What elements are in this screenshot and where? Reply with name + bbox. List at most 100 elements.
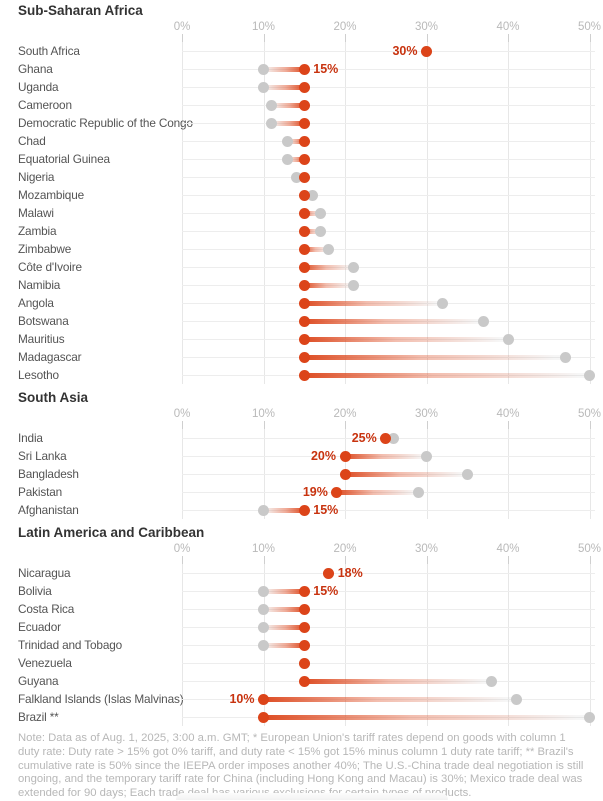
axis-tick-mark <box>508 421 509 429</box>
row-baseline <box>182 140 595 142</box>
row-baseline <box>182 662 595 664</box>
chart-row: Zimbabwe <box>18 240 603 258</box>
current-rate-dot <box>298 315 310 327</box>
rate-change-trail <box>263 714 590 720</box>
axis-tick-mark <box>263 556 265 564</box>
axis-tick-label: 20% <box>333 21 357 33</box>
row-plot <box>182 204 603 222</box>
row-plot <box>182 240 603 258</box>
axis-spacer <box>18 542 182 556</box>
axis-tick-label: 30% <box>414 408 439 420</box>
row-baseline <box>182 158 595 160</box>
country-label: Democratic Republic of the Congo <box>18 116 193 130</box>
previous-rate-dot <box>282 153 294 165</box>
chart-section: Sub-Saharan Africa 0% 10% 20% 30% 40% 50% South… <box>18 3 603 384</box>
previous-rate-dot <box>510 693 522 705</box>
rate-change-trail <box>263 66 305 72</box>
rate-change-trail <box>263 696 517 702</box>
previous-rate-dot <box>258 81 269 93</box>
country-label: Afghanistan <box>18 503 79 517</box>
previous-rate-dot <box>266 117 278 129</box>
chart-row: Lesotho <box>18 366 603 384</box>
current-rate-dot <box>298 99 310 111</box>
rate-value-label: 15% <box>313 503 339 517</box>
previous-rate-dot <box>421 450 432 462</box>
country-label: Costa Rica <box>18 602 75 616</box>
axis-tick-label: 10% <box>251 543 276 555</box>
chart-plot-area: South Africa 30% Ghana 15% Uganda Cameroon Dem… <box>18 34 603 384</box>
country-label: Malawi <box>18 206 54 220</box>
chart-axis: 0% 10% 20% 30% 40% 50% <box>18 542 603 556</box>
row-baseline <box>182 608 595 610</box>
country-label: Pakistan <box>18 485 63 499</box>
section-title: South Asia <box>18 390 89 405</box>
country-label: Falkland Islands (Islas Malvinas) <box>18 692 184 706</box>
rate-change-trail <box>263 624 305 630</box>
row-plot <box>182 708 603 726</box>
footnote: Note: Data as of Aug. 1, 2025, 3:00 a.m.… <box>18 732 584 800</box>
country-label: Bangladesh <box>18 467 79 481</box>
country-label: Lesotho <box>18 368 59 382</box>
previous-rate-dot <box>258 603 269 615</box>
axis-tick-label: 40% <box>496 408 520 420</box>
chart-axis: 0% 10% 20% 30% 40% 50% <box>18 407 603 421</box>
axis-tick-label: 0% <box>173 543 191 555</box>
row-baseline <box>182 50 595 52</box>
axis-tick-label: 40% <box>496 543 520 555</box>
chart-row: Mauritius <box>18 330 603 348</box>
chart-row: Afghanistan 15% <box>18 501 603 519</box>
row-baseline <box>182 284 595 286</box>
chart-row: India 25% <box>18 429 603 447</box>
row-baseline <box>182 176 595 178</box>
axis-tick-label: 50% <box>577 543 602 555</box>
chart-row: Guyana <box>18 672 603 690</box>
chart-row: Botswana <box>18 312 603 330</box>
current-rate-dot <box>421 45 432 57</box>
rate-change-trail <box>345 453 427 459</box>
axis-scale: 0% 10% 20% 30% 40% 50% <box>174 542 603 556</box>
row-plot <box>182 186 603 204</box>
current-rate-dot <box>331 486 343 498</box>
chart-section: Latin America and Caribbean 0% 10% 20% 30% 40… <box>18 525 603 726</box>
chart-row: Nigeria <box>18 168 603 186</box>
axis-tick-mark <box>182 556 183 564</box>
chart-row: Bangladesh <box>18 465 603 483</box>
country-label: Mozambique <box>18 188 85 202</box>
rate-change-trail <box>287 156 305 162</box>
axis-tick-mark <box>345 556 346 564</box>
row-plot <box>182 276 603 294</box>
row-baseline <box>182 644 595 646</box>
axis-tick-mark <box>589 34 591 42</box>
axis-tick-mark <box>426 421 428 429</box>
axis-tick-label: 50% <box>577 408 602 420</box>
row-baseline <box>182 572 595 574</box>
chart-row: Brazil ** <box>18 708 603 726</box>
row-plot: 25% <box>182 429 603 447</box>
previous-rate-dot <box>290 171 302 183</box>
country-label: Nigeria <box>18 170 55 184</box>
chart-row: Nicaragua 18% <box>18 564 603 582</box>
rate-change-trail <box>271 102 305 108</box>
axis-tick-mark <box>263 421 265 429</box>
row-plot <box>182 366 603 384</box>
chart-row: Chad <box>18 132 603 150</box>
country-label: Bolivia <box>18 584 52 598</box>
chart-row: Democratic Republic of the Congo <box>18 114 603 132</box>
previous-rate-dot <box>478 315 490 327</box>
rate-value-label: 20% <box>310 449 336 463</box>
rate-change-trail <box>304 228 321 234</box>
row-plot: 15% <box>182 60 603 78</box>
country-label: Namibia <box>18 278 61 292</box>
current-rate-dot <box>298 117 310 129</box>
axis-tick-label: 30% <box>414 21 439 33</box>
current-rate-dot <box>298 243 310 255</box>
axis-tick-mark <box>345 421 346 429</box>
row-plot <box>182 636 603 654</box>
previous-rate-dot <box>502 333 514 345</box>
row-plot <box>182 78 603 96</box>
current-rate-dot <box>298 171 310 183</box>
chart-row: Ghana 15% <box>18 60 603 78</box>
rate-value-label: 19% <box>302 485 328 499</box>
axis-tick-mark <box>182 34 183 42</box>
rate-value-label: 15% <box>313 584 339 598</box>
